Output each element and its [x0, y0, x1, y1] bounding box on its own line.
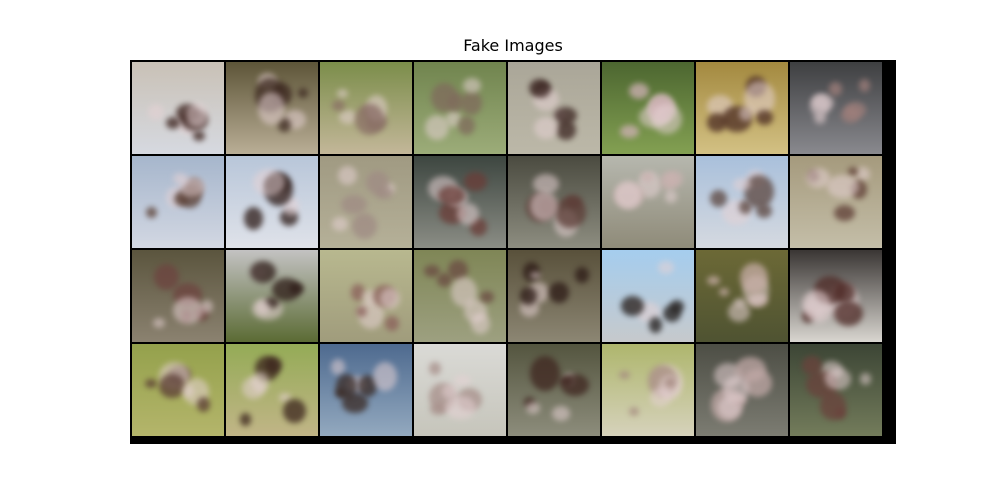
generated-image-tile	[226, 250, 318, 342]
generated-image-tile	[414, 156, 506, 248]
generated-image-tile	[508, 344, 600, 436]
generated-image-tile	[414, 62, 506, 154]
generated-image-tile	[132, 156, 224, 248]
generated-image-tile	[132, 62, 224, 154]
generated-image-tile	[508, 156, 600, 248]
image-grid	[130, 60, 896, 444]
generated-image-tile	[790, 344, 882, 436]
generated-image-tile	[602, 344, 694, 436]
generated-image-tile	[226, 156, 318, 248]
generated-image-tile	[320, 250, 412, 342]
generated-image-tile	[320, 344, 412, 436]
generated-image-tile	[696, 250, 788, 342]
generated-image-tile	[320, 156, 412, 248]
generated-image-tile	[132, 344, 224, 436]
generated-image-tile	[132, 250, 224, 342]
generated-image-tile	[602, 250, 694, 342]
generated-image-tile	[226, 62, 318, 154]
generated-image-tile	[226, 344, 318, 436]
generated-image-tile	[696, 62, 788, 154]
generated-image-tile	[790, 250, 882, 342]
generated-image-tile	[602, 62, 694, 154]
generated-image-tile	[320, 62, 412, 154]
generated-image-tile	[696, 156, 788, 248]
generated-image-tile	[508, 62, 600, 154]
generated-image-tile	[414, 344, 506, 436]
generated-image-tile	[508, 250, 600, 342]
generated-image-tile	[602, 156, 694, 248]
generated-image-tile	[790, 62, 882, 154]
generated-image-tile	[414, 250, 506, 342]
figure-title: Fake Images	[463, 36, 563, 55]
generated-image-tile	[696, 344, 788, 436]
generated-image-tile	[790, 156, 882, 248]
